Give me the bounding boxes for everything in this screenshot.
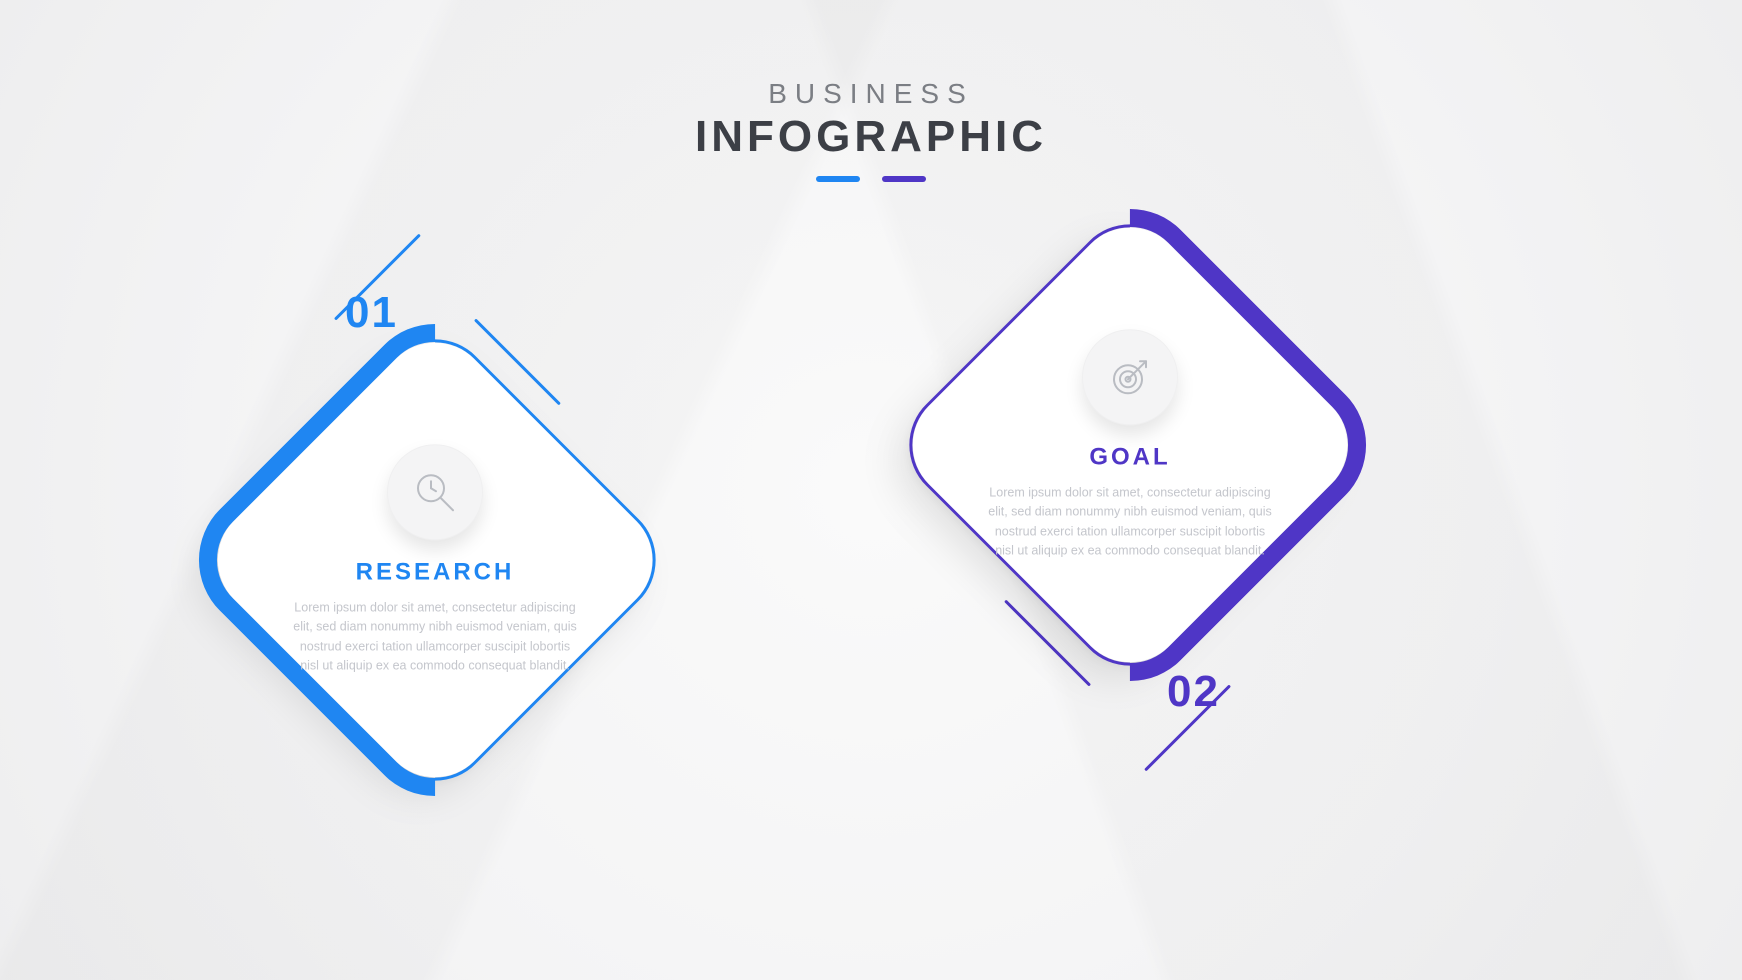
magnifier-clock-icon <box>411 468 459 516</box>
icon-circle <box>1082 329 1178 425</box>
step-title: RESEARCH <box>285 558 585 586</box>
step-title: GOAL <box>980 443 1280 471</box>
accent-row <box>0 176 1742 182</box>
infographic-stage: BUSINESS INFOGRAPHIC 01 RESEARCH Lorem i… <box>0 0 1742 980</box>
overline-text: BUSINESS <box>0 78 1742 110</box>
step-body: Lorem ipsum dolor sit amet, consectetur … <box>980 483 1280 561</box>
step-body: Lorem ipsum dolor sit amet, consectetur … <box>285 598 585 676</box>
step-card-goal: 02 GOAL Lorem ipsum dolor sit amet, cons… <box>870 185 1390 705</box>
icon-circle <box>387 444 483 540</box>
title-block: BUSINESS INFOGRAPHIC <box>0 78 1742 182</box>
headline-text: INFOGRAPHIC <box>0 112 1742 162</box>
step-card-research: 01 RESEARCH Lorem ipsum dolor sit amet, … <box>175 300 695 820</box>
target-arrow-icon <box>1106 353 1154 401</box>
step-content: RESEARCH Lorem ipsum dolor sit amet, con… <box>285 444 585 676</box>
step-number: 01 <box>345 288 398 338</box>
accent-bar-0 <box>816 176 860 182</box>
step-number: 02 <box>1167 667 1220 717</box>
step-content: GOAL Lorem ipsum dolor sit amet, consect… <box>980 329 1280 561</box>
accent-bar-1 <box>882 176 926 182</box>
